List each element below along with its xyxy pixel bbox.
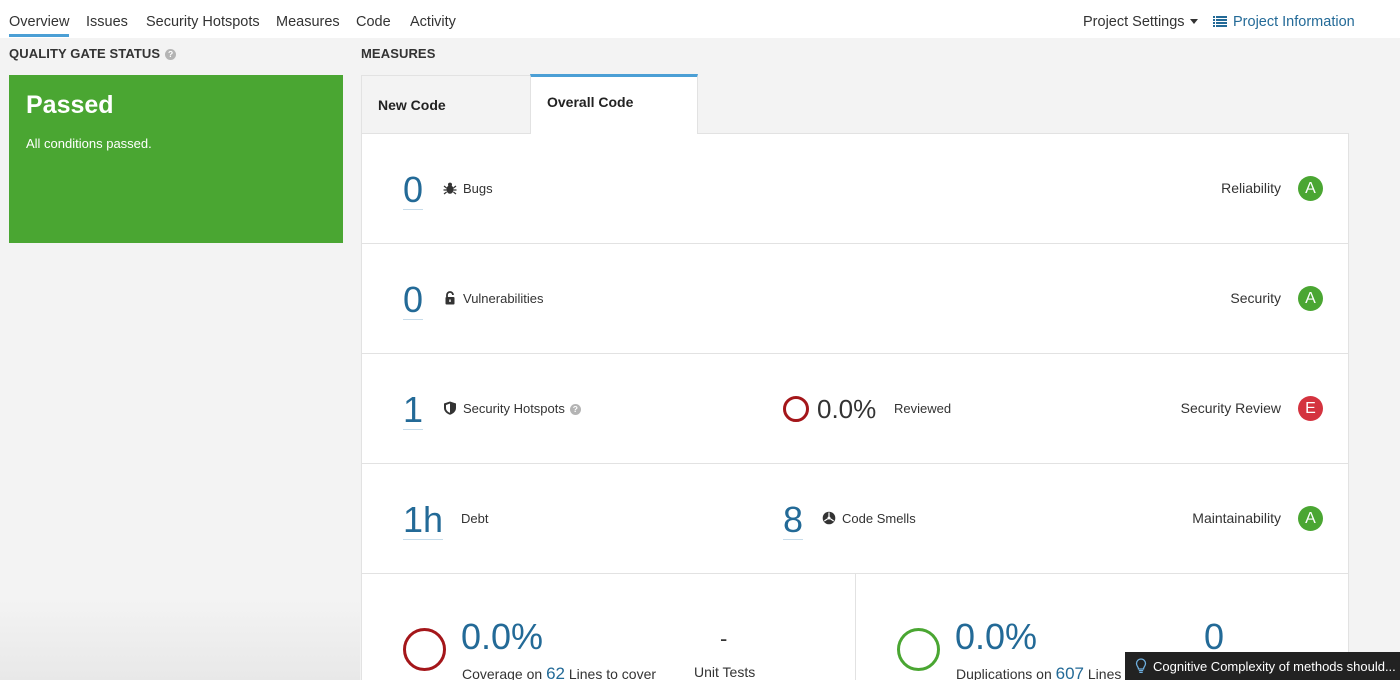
coverage-percentage[interactable]: 0.0%: [461, 616, 544, 657]
bottom-shadow: [0, 600, 360, 680]
vulnerabilities-label: Vulnerabilities: [443, 291, 543, 306]
coverage-text-before: Coverage on: [462, 666, 543, 680]
quality-gate-title-text: QUALITY GATE STATUS: [9, 46, 161, 61]
hotspots-label-text: Security Hotspots: [463, 401, 565, 416]
caret-down-icon: [1189, 19, 1198, 24]
quality-gate-message: All conditions passed.: [26, 136, 152, 151]
duplicated-blocks-value[interactable]: 0: [1204, 616, 1225, 657]
quality-gate-status-box: Passed All conditions passed.: [9, 75, 343, 243]
reviewed-label: Reviewed: [894, 401, 952, 416]
help-icon[interactable]: ?: [569, 404, 581, 415]
duplications-text-before: Duplications on: [956, 666, 1052, 680]
measures-title: MEASURES: [361, 46, 436, 61]
bugs-count[interactable]: 0: [403, 169, 424, 210]
maintainability-label: Maintainability: [1192, 510, 1281, 526]
nav-measures[interactable]: Measures: [276, 14, 340, 30]
nav-overview[interactable]: Overview: [9, 14, 70, 37]
tab-new-code-label: New Code: [378, 97, 446, 113]
security-review-label: Security Review: [1180, 400, 1281, 416]
code-smells-count[interactable]: 8: [783, 499, 804, 540]
tab-new-code[interactable]: New Code: [361, 75, 530, 133]
vulnerabilities-label-text: Vulnerabilities: [463, 291, 544, 306]
coverage-text-after: Lines to cover: [568, 666, 657, 680]
reliability-rating-badge[interactable]: A: [1298, 176, 1323, 201]
security-hotspots-row: 1 Security Hotspots? 0.0% Reviewed Secur…: [362, 354, 1348, 464]
code-smells-label: Code Smells: [822, 511, 916, 526]
code-smell-icon: [822, 511, 836, 525]
unit-tests-label: Unit Tests: [694, 664, 756, 680]
unit-tests-value[interactable]: -: [720, 626, 728, 651]
project-settings-label: Project Settings: [1083, 14, 1185, 30]
coverage-ring-icon: [403, 628, 446, 671]
security-row: 0 Vulnerabilities Security A: [362, 244, 1348, 354]
lightbulb-icon: [1135, 658, 1147, 673]
rule-tooltip[interactable]: Cognitive Complexity of methods should..…: [1125, 652, 1400, 680]
nav-code[interactable]: Code: [356, 14, 391, 30]
duplications-lines-count[interactable]: 607: [1055, 664, 1084, 680]
list-icon: [1213, 16, 1227, 27]
nav-activity[interactable]: Activity: [410, 14, 456, 30]
maintainability-rating-badge[interactable]: A: [1298, 506, 1323, 531]
lock-icon: [445, 291, 455, 305]
help-icon[interactable]: ?: [165, 49, 177, 60]
debt-value[interactable]: 1h: [403, 499, 444, 540]
tab-overall-code[interactable]: Overall Code: [530, 74, 698, 134]
quality-gate-status: Passed: [26, 91, 114, 119]
duplications-text-after: Lines: [1087, 666, 1122, 680]
reliability-row: 0 Bugs Reliability A: [362, 134, 1348, 244]
reviewed-ring-icon: [783, 396, 809, 422]
vulnerabilities-count[interactable]: 0: [403, 279, 424, 320]
security-review-rating-badge[interactable]: E: [1298, 396, 1323, 421]
bugs-label: Bugs: [443, 181, 493, 196]
coverage-lines-count[interactable]: 62: [546, 664, 565, 680]
maintainability-row: 1h Debt 8 Code Smells Maintainability A: [362, 464, 1348, 574]
nav-issues[interactable]: Issues: [86, 14, 128, 30]
coverage-caption: Coverage on 62 Lines to cover: [462, 664, 656, 680]
project-information-link[interactable]: Project Information: [1213, 14, 1355, 30]
duplications-caption: Duplications on 607 Lines: [956, 664, 1121, 680]
security-label: Security: [1230, 290, 1281, 306]
tooltip-text: Cognitive Complexity of methods should..…: [1153, 659, 1396, 674]
reviewed-percentage[interactable]: 0.0%: [817, 394, 877, 424]
project-information-label: Project Information: [1233, 14, 1355, 30]
duplications-percentage[interactable]: 0.0%: [955, 616, 1038, 657]
top-navigation: Overview Issues Security Hotspots Measur…: [0, 0, 1400, 38]
nav-security-hotspots[interactable]: Security Hotspots: [146, 14, 260, 30]
reliability-label: Reliability: [1221, 180, 1281, 196]
security-rating-badge[interactable]: A: [1298, 286, 1323, 311]
project-settings-menu[interactable]: Project Settings: [1083, 14, 1198, 30]
bugs-label-text: Bugs: [463, 181, 493, 196]
column-divider: [855, 574, 856, 680]
code-smells-label-text: Code Smells: [842, 511, 916, 526]
quality-gate-title: QUALITY GATE STATUS?: [9, 46, 177, 61]
duplications-ring-icon: [897, 628, 940, 671]
hotspots-label: Security Hotspots?: [443, 401, 581, 416]
hotspots-count[interactable]: 1: [403, 389, 424, 430]
bug-icon: [443, 182, 457, 195]
measures-panel: 0 Bugs Reliability A 0 Vulnerabilities S…: [361, 133, 1349, 680]
tab-overall-code-label: Overall Code: [547, 94, 634, 110]
shield-icon: [444, 401, 456, 415]
debt-label: Debt: [461, 511, 489, 526]
